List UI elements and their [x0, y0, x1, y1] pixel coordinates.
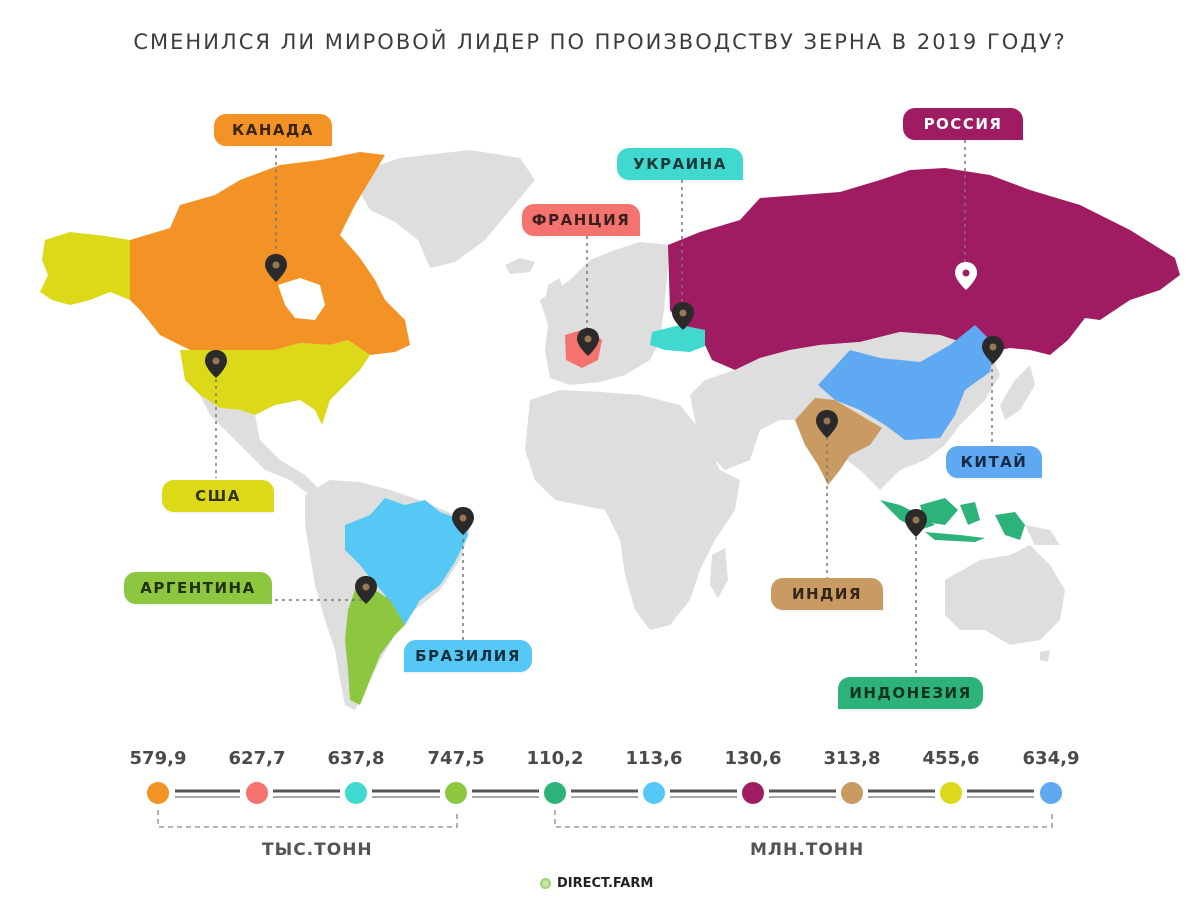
country-usa — [180, 340, 370, 425]
dot-canada — [147, 782, 169, 804]
label-argentina: АРГЕНТИНА — [124, 572, 272, 604]
direct-farm-logo-icon — [540, 878, 551, 889]
dot-india — [841, 782, 863, 804]
mexico — [200, 395, 320, 495]
value-russia: 130,6 — [724, 748, 782, 769]
value-usa: 455,6 — [922, 748, 980, 769]
label-indonesia: ИНДОНЕЗИЯ — [838, 677, 983, 709]
label-china: КИТАЙ — [946, 446, 1042, 478]
dot-russia — [742, 782, 764, 804]
greenland — [350, 150, 535, 268]
dot-ukraine — [345, 782, 367, 804]
world-map — [40, 140, 1180, 710]
unit-thousand-tons: ТЫС.ТОНН — [262, 840, 373, 860]
country-brazil — [345, 498, 468, 625]
label-ukraine: УКРАИНА — [617, 148, 743, 180]
value-china: 634,9 — [1022, 748, 1080, 769]
pin-indonesia-icon — [905, 509, 927, 537]
value-canada: 579,9 — [129, 748, 187, 769]
label-india: ИНДИЯ — [771, 578, 883, 610]
value-india: 313,8 — [823, 748, 881, 769]
page-title: СМЕНИЛСЯ ЛИ МИРОВОЙ ЛИДЕР ПО ПРОИЗВОДСТВ… — [133, 30, 1067, 54]
value-brazil: 113,6 — [625, 748, 683, 769]
dot-argentina — [445, 782, 467, 804]
australia — [945, 545, 1065, 645]
dot-china — [1040, 782, 1062, 804]
country-canada — [130, 152, 410, 355]
brand-name: DIRECT.FARM — [557, 876, 654, 891]
country-ukraine — [650, 325, 708, 352]
europe — [540, 242, 670, 385]
dot-usa — [940, 782, 962, 804]
scale-connectors — [157, 789, 1053, 828]
dot-france — [246, 782, 268, 804]
country-usa-alaska — [40, 232, 130, 305]
value-ukraine: 637,8 — [327, 748, 385, 769]
dot-brazil — [643, 782, 665, 804]
unit-million-tons: МЛН.ТОНН — [750, 840, 865, 860]
label-france: ФРАНЦИЯ — [522, 204, 640, 236]
dot-indonesia — [544, 782, 566, 804]
value-argentina: 747,5 — [427, 748, 485, 769]
brand-logo: DIRECT.FARM — [540, 876, 653, 891]
value-indonesia: 110,2 — [526, 748, 584, 769]
label-brazil: БРАЗИЛИЯ — [404, 640, 532, 672]
country-russia — [668, 168, 1180, 370]
label-canada: КАНАДА — [214, 114, 332, 146]
country-indonesia — [880, 498, 1025, 542]
africa — [525, 390, 740, 630]
label-russia: РОССИЯ — [903, 108, 1023, 140]
country-argentina — [345, 588, 405, 705]
value-france: 627,7 — [228, 748, 286, 769]
country-china — [818, 325, 995, 440]
label-usa: США — [162, 480, 274, 512]
